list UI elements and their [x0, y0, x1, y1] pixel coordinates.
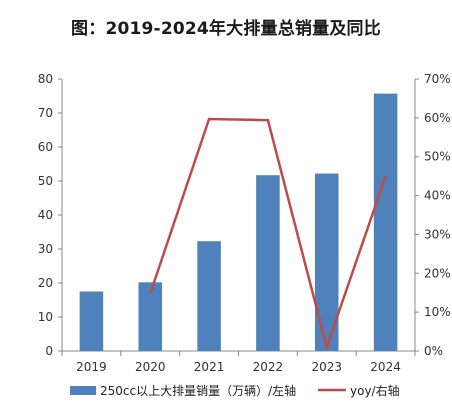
left-tick-label: 70	[38, 106, 53, 120]
left-tick-label: 60	[38, 140, 53, 154]
right-tick-label: 70%	[424, 72, 451, 86]
x-tick-label: 2022	[253, 360, 284, 374]
left-tick-label: 30	[38, 242, 53, 256]
yoy-line	[149, 117, 387, 352]
bar	[197, 241, 221, 351]
left-tick-label: 10	[38, 310, 53, 324]
chart-title: 图：2019-2024年大排量总销量及同比	[71, 19, 381, 39]
bar	[138, 282, 163, 351]
left-tick-label: 80	[38, 72, 53, 86]
x-tick-label: 2024	[370, 360, 401, 374]
bar	[256, 175, 280, 351]
x-tick-label: 2019	[76, 360, 107, 374]
left-tick-label: 50	[38, 174, 53, 188]
left-tick-label: 20	[38, 276, 53, 290]
yoy-line-path	[149, 117, 387, 352]
x-tick-label: 2020	[135, 360, 166, 374]
left-tick-label: 40	[38, 208, 53, 222]
right-tick-label: 40%	[424, 189, 451, 203]
x-tick-label: 2023	[311, 360, 342, 374]
legend-line-label: yoy/右轴	[350, 383, 400, 398]
legend-bar-label: 250cc以上大排量销量（万辆）/左轴	[100, 383, 296, 398]
legend-bar-swatch	[70, 386, 96, 395]
legend: 250cc以上大排量销量（万辆）/左轴 yoy/右轴	[70, 383, 400, 398]
x-tick-label: 2021	[194, 360, 225, 374]
right-tick-label: 30%	[424, 227, 451, 241]
right-tick-label: 0%	[424, 344, 443, 358]
right-tick-label: 10%	[424, 305, 451, 319]
bar	[79, 291, 104, 351]
right-tick-label: 60%	[424, 111, 451, 125]
right-tick-label: 50%	[424, 150, 451, 164]
left-tick-label: 0	[45, 344, 53, 358]
axes: 0 10 20 30 40 50 60 70 80 0% 10% 20% 30% 40% 50% 60% 70%…	[38, 72, 451, 374]
right-tick-label: 20%	[424, 266, 451, 280]
bars	[79, 93, 398, 352]
bar	[373, 93, 398, 352]
bar	[314, 173, 339, 351]
